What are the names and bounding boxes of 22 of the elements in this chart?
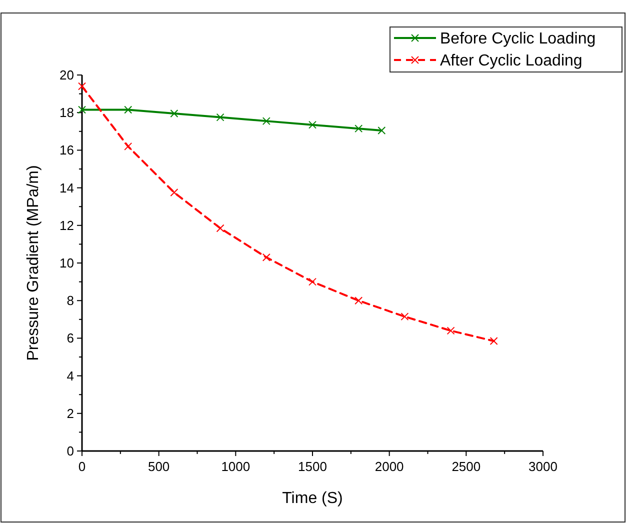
y-tick-label: 12 — [60, 218, 74, 233]
y-tick-label: 16 — [60, 142, 74, 158]
y-tick-label: 4 — [66, 368, 74, 384]
legend-label: Before Cyclic Loading — [440, 30, 596, 48]
x-tick-label: 3000 — [528, 459, 558, 474]
legend-label: After Cyclic Loading — [440, 52, 582, 70]
x-axis-title: Time (S) — [282, 490, 343, 507]
x-tick-label: 1000 — [221, 459, 250, 474]
x-tick-label: 0 — [78, 459, 86, 474]
y-tick-label: 8 — [66, 293, 74, 308]
y-tick-label: 14 — [60, 180, 74, 196]
x-tick-label: 500 — [148, 459, 170, 474]
y-tick-label: 0 — [66, 444, 74, 458]
y-tick-label: 6 — [66, 330, 74, 346]
y-axis-title: Pressure Gradient (MPa/m) — [25, 165, 42, 361]
y-tick-label: 2 — [66, 406, 74, 421]
y-tick-label: 20 — [60, 68, 74, 82]
x-tick-label: 2500 — [452, 459, 481, 474]
x-tick-label: 1500 — [298, 459, 327, 474]
y-tick-label: 18 — [60, 105, 74, 120]
y-tick-label: 10 — [60, 256, 74, 270]
x-tick-label: 2000 — [374, 459, 404, 474]
